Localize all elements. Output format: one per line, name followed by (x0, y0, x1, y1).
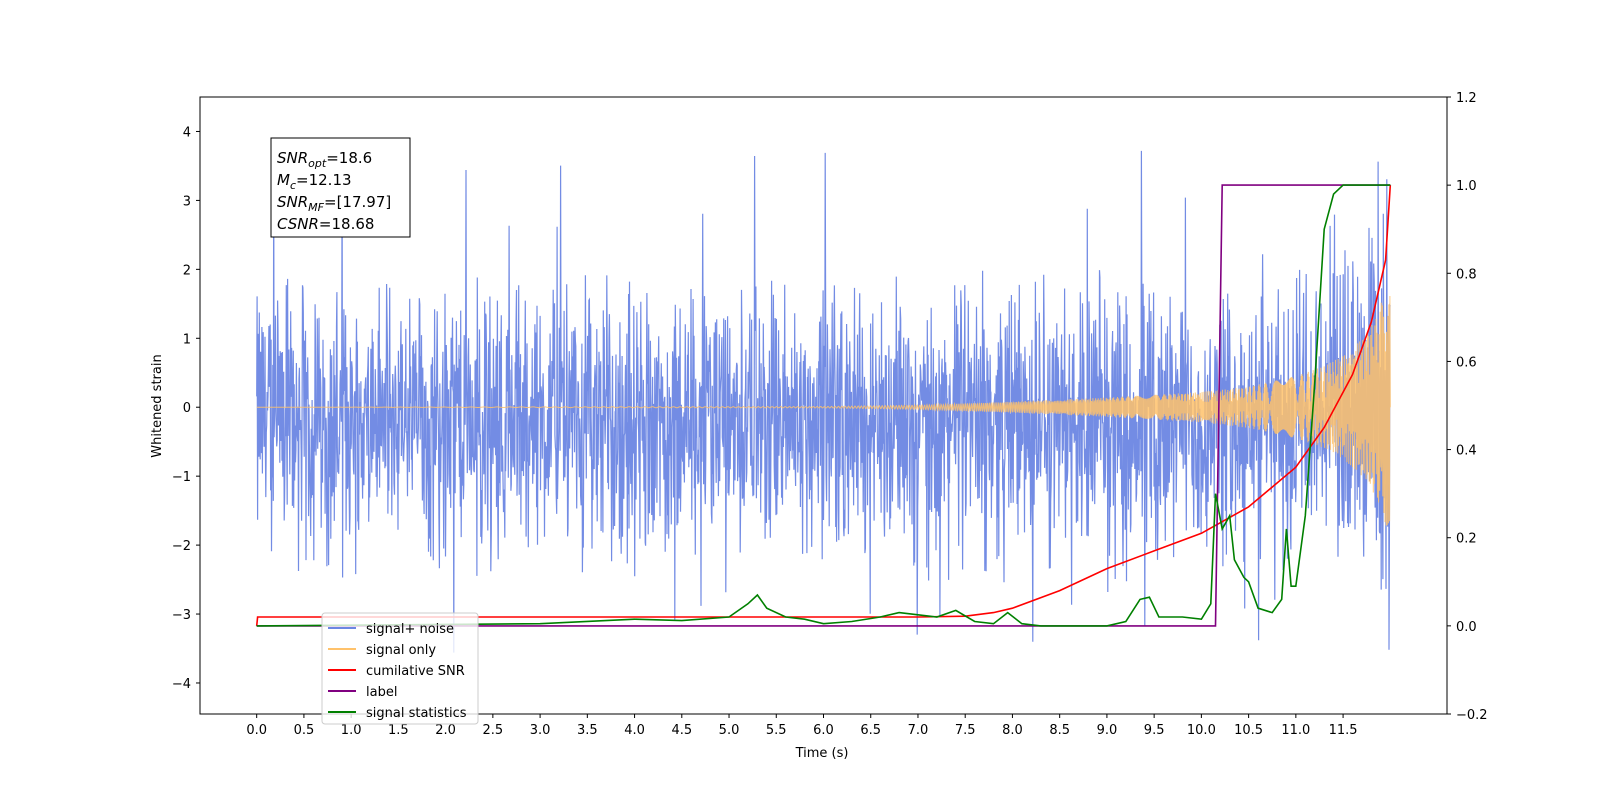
x-tick-label: 5.0 (719, 723, 740, 738)
x-tick-label: 6.0 (813, 723, 834, 738)
x-tick-label: 9.0 (1097, 723, 1118, 738)
annotation-sub: MF (308, 201, 324, 214)
legend-label: signal+ noise (366, 622, 454, 637)
x-tick-label: 9.5 (1144, 723, 1165, 738)
x-axis: 0.0 0.5 1.0 1.5 2.0 2.5 3.0 3.5 4.0 4.5 5.0 5.5 6.0 6… (246, 714, 1358, 738)
annotation-var: M (277, 171, 290, 189)
annotation-var: CSNR (277, 215, 319, 233)
y-axis-right: 1.2 1.0 0.8 0.6 0.4 0.2 0.0 −0.2 (1447, 91, 1488, 723)
series-signal-only (256, 295, 1391, 526)
x-tick-label: 8.5 (1049, 723, 1070, 738)
series-label (256, 184, 1391, 627)
y2-tick-label: −0.2 (1456, 708, 1488, 723)
annotation-var: SNR (277, 193, 308, 211)
x-tick-label: 10.5 (1234, 723, 1263, 738)
y-tick-label: 2 (183, 263, 191, 278)
x-tick-label: 6.5 (860, 723, 881, 738)
series-cumilative-snr (255, 185, 1392, 626)
x-tick-label: 7.0 (908, 723, 929, 738)
y-tick-label: 1 (183, 332, 191, 347)
y2-tick-label: 0.8 (1456, 267, 1477, 282)
x-tick-label: 5.5 (766, 723, 787, 738)
annotation-var: SNR (277, 149, 308, 167)
x-tick-label: 4.5 (671, 723, 692, 738)
x-tick-label: 3.5 (577, 723, 598, 738)
annotation-sub: opt (308, 157, 327, 170)
x-tick-label: 8.0 (1002, 723, 1023, 738)
y-tick-label: −1 (172, 470, 191, 485)
x-tick-label: 2.0 (435, 723, 456, 738)
y-tick-label: −2 (172, 539, 191, 554)
annotation-value: =18.6 (326, 149, 372, 167)
annotation-line: SNRopt=18.6 (277, 149, 372, 170)
y-tick-label: −3 (172, 608, 191, 623)
series-layer (255, 150, 1392, 653)
x-tick-label: 7.5 (955, 723, 976, 738)
y2-tick-label: 0.6 (1456, 355, 1477, 370)
y-axis-label: Whitened strain (150, 354, 165, 457)
x-tick-label: 0.5 (294, 723, 315, 738)
annotation-value: =12.13 (296, 171, 352, 189)
x-tick-label: 1.0 (341, 723, 362, 738)
y2-tick-label: 0.4 (1456, 444, 1477, 459)
legend-frame (321, 612, 479, 725)
annotation-value: =18.68 (319, 215, 375, 233)
x-tick-label: 0.0 (246, 723, 267, 738)
y-tick-label: −4 (172, 677, 191, 692)
annotation-line: Mc=12.13 (277, 171, 352, 192)
y-tick-label: 3 (183, 194, 191, 209)
x-tick-label: 11.0 (1281, 723, 1310, 738)
legend-label: signal only (366, 643, 436, 658)
series-signal-noise (256, 150, 1391, 653)
legend-label: signal statistics (366, 706, 467, 721)
y2-tick-label: 0.2 (1456, 532, 1477, 547)
x-tick-label: 10.0 (1187, 723, 1216, 738)
x-tick-label: 11.5 (1329, 723, 1358, 738)
y2-tick-label: 1.2 (1456, 91, 1477, 106)
x-tick-label: 4.0 (624, 723, 645, 738)
y-axis-left: 4 3 2 1 0 −1 −2 −3 −4 (172, 125, 200, 692)
annotation-frame (270, 137, 411, 238)
x-axis-label: Time (s) (795, 746, 849, 761)
x-tick-label: 2.5 (483, 723, 504, 738)
legend: signal+ noise signal only cumilative SNR la… (321, 612, 479, 725)
series-signal-statistics (256, 184, 1391, 627)
annotation-value: =[17.97] (324, 193, 391, 211)
y-tick-label: 4 (183, 125, 191, 140)
annotation-box: SNRopt=18.6Mc=12.13SNRMF=[17.97]CSNR=18.… (270, 137, 411, 238)
x-tick-label: 3.0 (530, 723, 551, 738)
legend-label: cumilative SNR (366, 664, 465, 679)
annotation-line: CSNR=18.68 (277, 215, 374, 233)
legend-label: label (366, 685, 397, 700)
y-tick-label: 0 (183, 401, 191, 416)
x-tick-label: 1.5 (388, 723, 409, 738)
y2-tick-label: 0.0 (1456, 620, 1477, 635)
y2-tick-label: 1.0 (1456, 179, 1477, 194)
annotation-sub: c (290, 179, 296, 192)
annotation-line: SNRMF=[17.97] (277, 193, 391, 214)
